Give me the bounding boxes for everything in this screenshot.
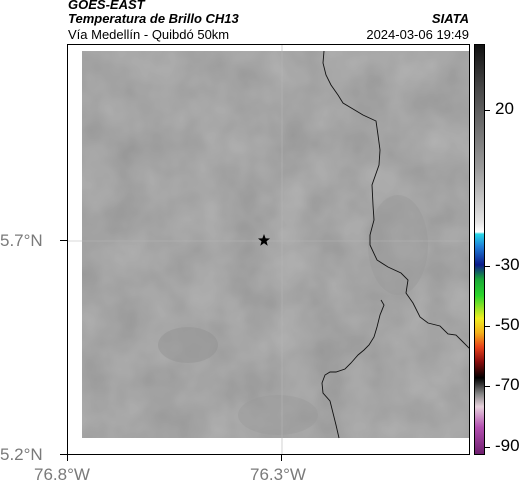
colorbar-tick xyxy=(485,110,490,111)
organization-label: SIATA xyxy=(431,11,469,26)
lon-label: 76.8°W xyxy=(34,465,90,484)
subtitle-region: Vía Medellín - Quibdó 50km xyxy=(68,27,230,42)
lat-label: 5.7°N xyxy=(0,231,43,250)
title-satellite: GOES-EAST xyxy=(68,0,145,12)
lat-tick xyxy=(60,240,67,241)
border-line xyxy=(321,299,385,439)
title-product: Temperatura de Brillo CH13 xyxy=(68,11,239,26)
lon-label: 76.3°W xyxy=(250,465,306,484)
colorbar-label: -30 xyxy=(495,255,520,274)
lon-tick xyxy=(67,455,68,461)
border-line xyxy=(322,50,469,349)
colorbar-tick xyxy=(485,326,490,327)
lat-tick xyxy=(60,454,67,455)
star-icon[interactable] xyxy=(258,234,270,246)
timestamp-label: 2024-03-06 19:49 xyxy=(366,27,469,42)
lat-label: 5.2°N xyxy=(0,445,43,464)
colorbar-tick xyxy=(485,386,490,387)
colorbar-label: -70 xyxy=(495,375,520,394)
satellite-image xyxy=(68,45,469,454)
satellite-map[interactable] xyxy=(67,44,470,455)
lon-tick xyxy=(281,455,282,461)
colorbar-label: 20 xyxy=(495,99,514,118)
colorbar xyxy=(474,44,485,455)
colorbar-label: -50 xyxy=(495,315,520,334)
colorbar-label: -90 xyxy=(495,436,520,455)
colorbar-tick xyxy=(485,266,490,267)
colorbar-tick xyxy=(485,447,490,448)
